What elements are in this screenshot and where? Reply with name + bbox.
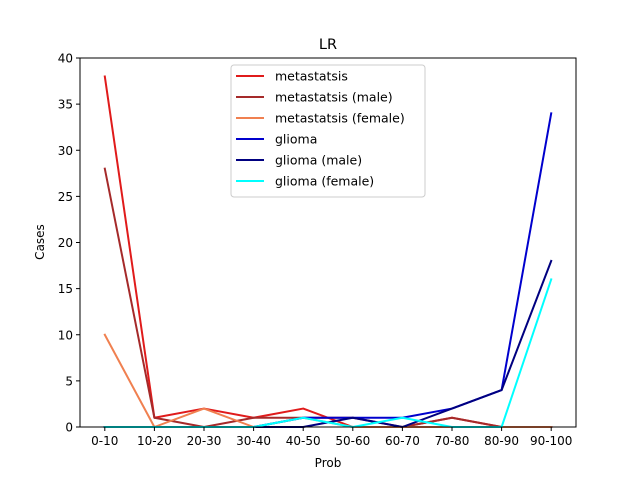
legend-label: metastatsis: [275, 69, 348, 84]
x-tick-label: 10-20: [137, 434, 172, 448]
y-tick-label: 0: [65, 421, 73, 435]
legend-label: metastatsis (female): [275, 111, 405, 126]
y-tick-label: 40: [58, 52, 73, 66]
legend: metastatsis metastatsis (male) metastatsis…: [230, 64, 426, 198]
x-axis-title: Prob: [315, 456, 342, 470]
x-tick-label: 40-50: [286, 434, 321, 448]
x-tick-label: 80-90: [484, 434, 519, 448]
legend-label: metastatsis (male): [275, 90, 393, 105]
x-tick-label: 70-80: [435, 434, 470, 448]
y-tick-label: 35: [58, 98, 73, 112]
x-tick-label: 20-30: [187, 434, 222, 448]
y-tick-label: 25: [58, 190, 73, 204]
legend-label: glioma: [275, 132, 317, 147]
y-tick-label: 30: [58, 144, 73, 158]
x-tick-label: 60-70: [385, 434, 420, 448]
x-tick-label: 50-60: [335, 434, 370, 448]
chart-title: LR: [319, 37, 337, 53]
x-tick-label: 90-100: [530, 434, 573, 448]
legend-label: glioma (female): [275, 174, 374, 189]
x-tick-label: 30-40: [236, 434, 271, 448]
y-tick-label: 15: [58, 282, 73, 296]
y-axis-title: Cases: [33, 224, 47, 260]
y-tick-label: 5: [65, 374, 73, 388]
legend-label: glioma (male): [275, 153, 362, 168]
x-tick-label: 0-10: [91, 434, 118, 448]
legend-box: [230, 64, 426, 198]
axes: 0 5 10 15 20 25 30 35 40 0-10 10-20 20-30 30-40 40-50…: [58, 52, 577, 448]
y-tick-label: 10: [58, 328, 73, 342]
y-tick-label: 20: [58, 236, 73, 250]
